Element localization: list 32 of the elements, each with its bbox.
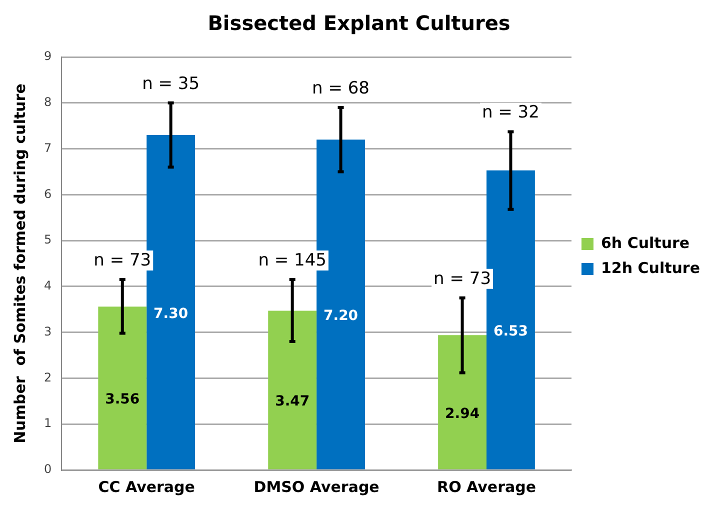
data-label: 7.20 (324, 308, 358, 324)
x-tick-label: RO Average (437, 478, 536, 496)
data-label: 2.94 (445, 406, 480, 422)
y-tick-label: 3 (44, 324, 52, 338)
data-label: 3.47 (275, 394, 310, 410)
annotation: n = 35 (142, 74, 200, 94)
data-label: 7.30 (154, 306, 188, 322)
data-label: 6.53 (493, 323, 528, 340)
bar (438, 335, 487, 470)
chart-title: Bissected Explant Cultures (208, 11, 510, 36)
y-tick-label: 4 (44, 278, 52, 293)
legend-label: 6h Culture (600, 234, 690, 252)
annotation: n = 32 (482, 102, 540, 123)
y-tick-label: 0 (44, 462, 52, 476)
y-tick-label: 9 (44, 49, 52, 64)
annotation: n = 73 (434, 268, 492, 289)
x-tick-label: CC Average (98, 478, 195, 496)
data-label: 3.56 (105, 392, 140, 408)
y-tick-label: 7 (44, 140, 52, 155)
y-tick-label: 1 (44, 416, 52, 430)
x-tick-label: DMSO Average (254, 478, 380, 496)
y-tick-label: 8 (44, 95, 52, 110)
bar (268, 310, 317, 470)
annotation: n = 73 (94, 250, 152, 270)
annotation: n = 68 (312, 78, 370, 98)
y-tick-label: 5 (44, 232, 52, 247)
y-axis-title: Number of Somites formed during culture (10, 84, 29, 444)
y-tick-label: 2 (44, 370, 52, 384)
bar (98, 306, 147, 470)
y-tick-label: 6 (44, 186, 52, 201)
annotation: n = 145 (258, 250, 326, 270)
legend-label: 12h Culture (600, 258, 700, 277)
